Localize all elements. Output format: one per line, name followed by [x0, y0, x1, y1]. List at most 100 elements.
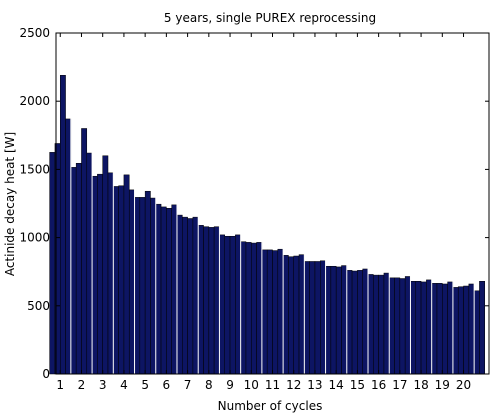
x-tick-label: 4	[120, 378, 128, 392]
bar-cycle-11-1	[261, 249, 268, 375]
x-tick-label: 8	[205, 378, 213, 392]
bar-cycle-11-3	[272, 250, 279, 375]
bar-cycle-1-4	[65, 118, 72, 375]
bar-cycle-20-2	[457, 286, 464, 375]
x-tick-label: 17	[392, 378, 407, 392]
bar-cycle-9-3	[229, 235, 236, 375]
bar-cycle-10-1	[240, 241, 247, 375]
x-tick-label: 7	[184, 378, 192, 392]
bar-cycle-6-4	[171, 204, 178, 375]
y-axis-title: Actinide decay heat [W]	[3, 132, 17, 276]
bar-cycle-3-3	[102, 155, 109, 375]
bar-cycle-9-4	[235, 234, 241, 375]
x-tick-label: 12	[286, 378, 301, 392]
bar-cycle-4-4	[128, 189, 135, 375]
bar-cycle-14-3	[335, 266, 342, 375]
bar-cycle-12-2	[288, 256, 294, 375]
chart-title: 5 years, single PUREX reprocessing	[164, 11, 376, 25]
y-tick-label: 2500	[19, 26, 50, 40]
bar-cycle-5-3	[144, 190, 151, 375]
bar-cycle-14-1	[325, 265, 332, 375]
bar-cycle-2-3	[81, 128, 88, 375]
bar-cycle-16-2	[373, 274, 379, 375]
bar-cycle-10-3	[251, 242, 257, 375]
bar-cycle-8-3	[208, 227, 215, 375]
x-tick-label: 14	[329, 378, 344, 392]
bar-cycle-6-3	[166, 208, 172, 375]
x-tick-label: 3	[99, 378, 107, 392]
x-tick-label: 13	[307, 378, 322, 392]
bar-cycle-7-1	[176, 214, 183, 375]
bar-cycle-8-4	[213, 226, 220, 375]
bar-cycle-7-4	[192, 216, 199, 375]
bar-cycle-18-1	[410, 280, 417, 375]
bar-cycle-17-3	[399, 278, 406, 375]
bar-cycle-9-2	[224, 235, 231, 375]
bar-cycle-15-4	[362, 268, 369, 375]
y-tick-label: 1500	[19, 162, 50, 176]
bar-cycle-14-2	[330, 265, 337, 375]
bar-cycle-15-3	[357, 270, 363, 375]
bar-cycle-14-4	[341, 265, 348, 375]
bar-cycle-5-2	[139, 197, 146, 375]
x-tick-label: 15	[350, 378, 365, 392]
bar-cycle-7-3	[187, 218, 194, 375]
bar-cycle-12-4	[298, 254, 305, 375]
x-tick-label: 20	[456, 378, 471, 392]
bar-cycle-15-1	[346, 270, 353, 375]
bar-cycle-20-4	[468, 283, 475, 375]
bar-cycle-3-4	[107, 172, 114, 375]
bar-cycle-4-1	[113, 186, 119, 375]
bar-cycle-18-3	[420, 281, 427, 375]
y-tick-label: 2000	[19, 94, 50, 108]
bar-cycle-12-3	[293, 255, 300, 375]
bar-cycle-12-1	[282, 255, 289, 375]
bar-cycle-17-2	[394, 277, 401, 375]
bar-cycle-1-1	[49, 152, 56, 375]
bar-cycle-10-4	[256, 242, 263, 375]
x-tick-label: 10	[244, 378, 259, 392]
x-tick-label: 5	[141, 378, 149, 392]
x-tick-label: 18	[413, 378, 428, 392]
bar-cycle-6-2	[160, 206, 167, 375]
x-tick-label: 1	[56, 378, 64, 392]
bar-cycle-13-1	[304, 261, 310, 375]
bar-cycle-17-4	[404, 276, 411, 375]
y-axis: 0 500 1000 1500 2000 2500	[19, 26, 489, 381]
bar-cycle-2-1	[70, 167, 77, 375]
x-tick-label: 9	[226, 378, 234, 392]
cycle-separators	[70, 33, 475, 374]
x-tick-label: 19	[435, 378, 450, 392]
y-tick-label: 500	[27, 299, 50, 313]
bar-cycle-9-1	[219, 234, 225, 375]
bar-cycle-6-1	[155, 203, 162, 375]
bar-cycle-20-3	[463, 285, 470, 375]
bar-cycle-16-4	[383, 272, 390, 375]
bar-cycle-19-2	[436, 283, 443, 375]
bar-cycle-7-2	[182, 216, 188, 375]
bars-group	[49, 75, 486, 375]
bar-cycle-19-1	[431, 283, 438, 375]
x-axis-title: Number of cycles	[218, 399, 323, 413]
x-tick-label: 11	[265, 378, 280, 392]
bar-cycle-13-2	[309, 261, 316, 375]
bar-cycle-16-1	[367, 274, 374, 375]
bar-cycle-19-4	[447, 281, 454, 375]
bar-cycle-3-2	[97, 173, 103, 375]
bar-cycle-21-1	[473, 290, 480, 375]
y-tick-label: 0	[42, 367, 50, 381]
bar-cycle-5-4	[150, 197, 157, 375]
bar-cycle-13-3	[314, 261, 321, 375]
x-axis: 1 2 3 4 5 6 7 8 9 10 11 12 13 14 15 16 17 18 19 20	[56, 33, 471, 392]
bar-cycle-11-2	[266, 249, 273, 375]
bar-cycle-1-3	[59, 75, 66, 375]
bar-cycle-20-1	[452, 287, 459, 375]
x-tick-label: 16	[371, 378, 386, 392]
bar-cycle-8-2	[203, 226, 210, 375]
bar-cycle-11-4	[277, 248, 284, 375]
bar-cycle-17-1	[388, 277, 395, 375]
bar-cycle-2-2	[75, 163, 82, 375]
bar-cycle-3-1	[91, 175, 98, 375]
bar-cycle-15-2	[351, 270, 358, 375]
